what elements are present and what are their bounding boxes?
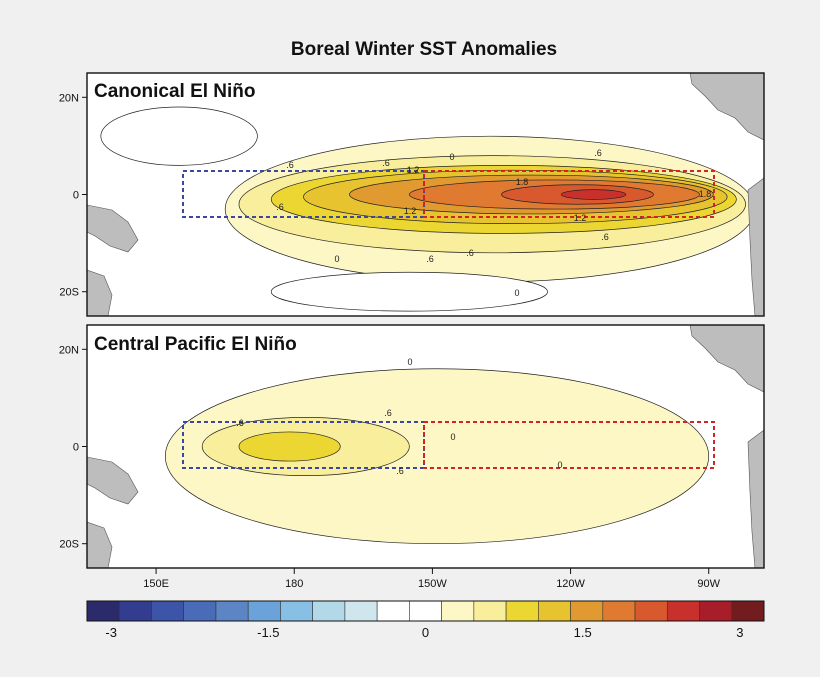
colorbar-tick-label: -3 <box>105 625 117 640</box>
colorbar: -3 -1.5 0 1.5 3 <box>86 600 765 640</box>
land-south-america-2 <box>747 429 764 568</box>
colorbar-swatch <box>441 600 475 622</box>
panel-central-pacific-land <box>87 325 764 568</box>
panel-central-pacific-anomaly-field <box>164 368 710 545</box>
contour-label: 0 <box>407 357 412 367</box>
contour-label: .6 <box>236 418 244 428</box>
contour-label: 0 <box>334 254 339 264</box>
contour-label: 1.8 <box>516 177 529 187</box>
contour-label: 0 <box>449 152 454 162</box>
colorbar-tick-label: -1.5 <box>257 625 279 640</box>
contour-label: .6 <box>382 158 390 168</box>
colorbar-swatch <box>215 600 249 622</box>
colorbar-swatch <box>473 600 507 622</box>
x-tick-label: 90W <box>697 578 720 590</box>
contour-label: .6 <box>466 248 474 258</box>
y-tick-label: 20S <box>59 539 79 551</box>
panel-canonical-y-axis: 20N 0 20S <box>59 92 87 299</box>
anomaly-contour-2 <box>270 271 548 312</box>
colorbar-swatch <box>699 600 733 622</box>
colorbar-swatch <box>634 600 668 622</box>
panel-central-pacific-label: Central Pacific El Niño <box>94 334 297 355</box>
anomaly-contour-2 <box>238 431 341 462</box>
contour-label: .6 <box>426 254 434 264</box>
panel-canonical-contour-labels: .6 .6 1.2 1.2 1.8 1.8 .6 .6 .6 1.2 .6 0 0 .6 0 <box>276 148 711 298</box>
colorbar-swatch <box>344 600 378 622</box>
colorbar-tick-label: 3 <box>736 625 743 640</box>
contour-label: .6 <box>276 202 284 212</box>
colorbar-swatch <box>247 600 281 622</box>
contour-label: 1.2 <box>574 213 587 223</box>
land-papua <box>87 204 139 253</box>
box-west-central <box>182 421 425 469</box>
contour-label: .6 <box>396 466 404 476</box>
panel-canonical: .6 .6 1.2 1.2 1.8 1.8 .6 .6 .6 1.2 .6 0 0 .6 0 Canonic… <box>59 72 765 317</box>
x-tick-label: 150E <box>143 578 169 590</box>
colorbar-swatch <box>376 600 410 622</box>
colorbar-swatch <box>151 600 185 622</box>
colorbar-swatch <box>602 600 636 622</box>
colorbar-swatch <box>118 600 152 622</box>
x-tick-label: 180 <box>285 578 303 590</box>
land-central-america-north <box>689 73 764 141</box>
x-axis: 150E 180 150W 120W 90W <box>143 568 721 590</box>
colorbar-swatch <box>666 600 700 622</box>
y-tick-label: 20N <box>59 344 79 356</box>
y-tick-label: 20N <box>59 92 79 104</box>
panel-canonical-label: Canonical El Niño <box>94 81 256 102</box>
land-central-america-north-2 <box>689 325 764 393</box>
land-australia-2 <box>87 521 113 568</box>
contour-label: .6 <box>601 232 609 242</box>
colorbar-swatch <box>280 600 313 622</box>
colorbar-swatch <box>409 600 442 622</box>
contour-label: 1.2 <box>407 165 420 175</box>
colorbar-tick-label: 0 <box>422 625 429 640</box>
y-tick-label: 0 <box>73 190 79 202</box>
colorbar-swatch <box>86 600 120 622</box>
colorbar-swatch <box>570 600 604 622</box>
contour-label: 1.2 <box>404 206 417 216</box>
anomaly-contour-9 <box>561 189 627 200</box>
contour-label: 0 <box>514 288 519 298</box>
colorbar-tick-label: 1.5 <box>574 625 592 640</box>
colorbar-swatch <box>312 600 346 622</box>
panel-central-pacific-contour-labels: .6 .6 .6 0 0 0 <box>236 357 562 476</box>
contour-label: .6 <box>594 148 602 158</box>
land-papua-2 <box>87 456 139 505</box>
land-south-america <box>747 177 764 316</box>
anomaly-contour-0 <box>164 368 710 545</box>
panel-canonical-land <box>87 73 764 316</box>
y-tick-label: 0 <box>73 442 79 454</box>
contour-label: 1.8 <box>699 189 712 199</box>
contour-label: .6 <box>286 160 294 170</box>
contour-label: 0 <box>450 432 455 442</box>
contour-label: .6 <box>384 408 392 418</box>
colorbar-swatch <box>183 600 217 622</box>
x-tick-label: 150W <box>418 578 447 590</box>
colorbar-swatch <box>538 600 571 622</box>
chart-title: Boreal Winter SST Anomalies <box>291 39 557 60</box>
land-australia <box>87 269 113 316</box>
box-west-canonical <box>182 170 425 218</box>
panel-central-pacific-y-axis: 20N 0 20S <box>59 344 87 551</box>
colorbar-swatch <box>505 600 539 622</box>
x-tick-label: 120W <box>556 578 585 590</box>
colorbar-swatch <box>731 600 765 622</box>
anomaly-contour-1 <box>100 106 258 166</box>
y-tick-label: 20S <box>59 287 79 299</box>
colorbar-frame <box>86 600 765 622</box>
contour-label: 0 <box>557 460 562 470</box>
